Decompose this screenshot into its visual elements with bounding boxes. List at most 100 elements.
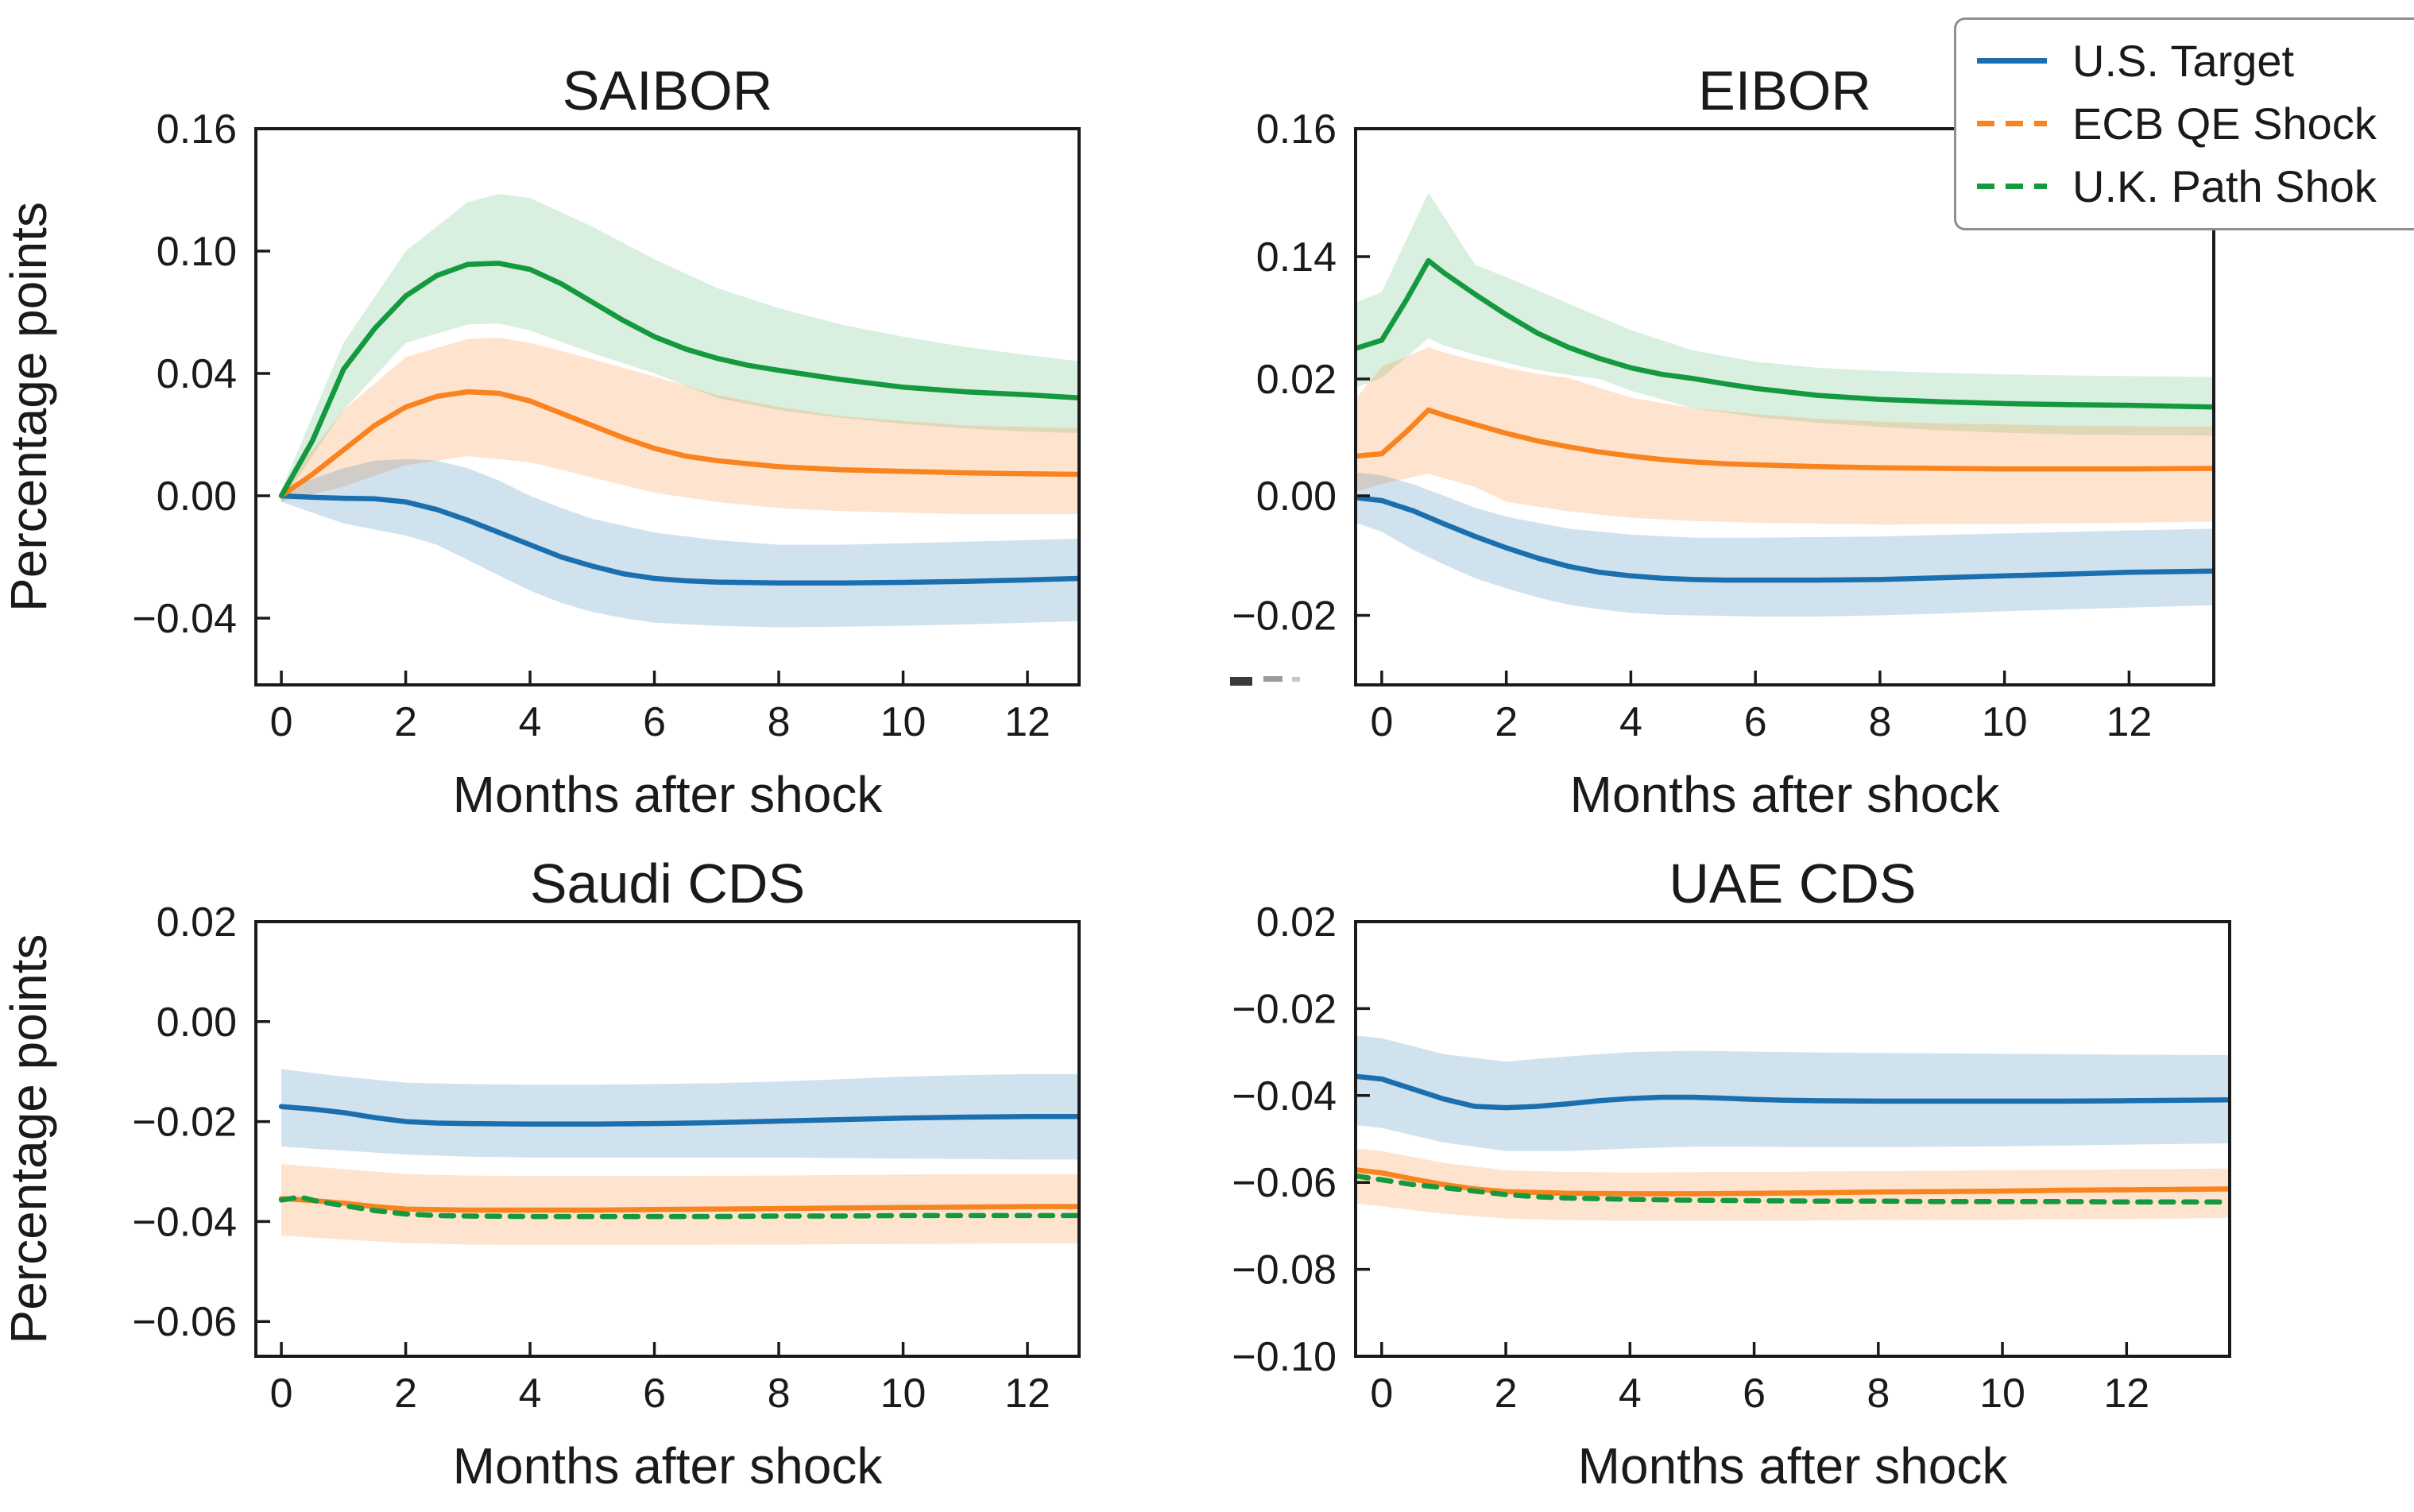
- uae-cds-y-tick-label: −0.04: [1232, 1073, 1337, 1119]
- eibor-axes-frame: [1354, 127, 2215, 686]
- eibor-y-tick-label: −0.02: [1232, 594, 1337, 640]
- saibor-plot-area: [278, 194, 1079, 628]
- eibor-y-tick-label: 0.02: [1256, 357, 1337, 403]
- panel-uae-cds: 0 2 4 6 8 10 12 0.02 −0.02 −0.04 −0.06 −0.08 −0.10 UA…: [1232, 853, 2231, 1495]
- saibor-x-tick-label: 10: [880, 699, 927, 745]
- uae-cds-y-tick-label: −0.10: [1232, 1334, 1337, 1380]
- eibor-line-uk_path: [1356, 257, 2214, 410]
- saibor-x-tick-label: 0: [270, 699, 293, 745]
- saudi-cds-y-tick-label: 0.00: [157, 1000, 237, 1046]
- saibor-x-tick-label: 4: [519, 699, 542, 745]
- saudi-cds-xlabel: Months after shock: [453, 1437, 884, 1495]
- panel-saudi-cds: 0 2 4 6 8 10 12 0.02 0.00 −0.02 −0.04 −0.06 Saudi CD…: [0, 853, 1081, 1495]
- uae-cds-x-tick-label: 8: [1867, 1371, 1890, 1417]
- saibor-title: SAIBOR: [563, 60, 773, 122]
- saibor-x-tick-label: 6: [643, 699, 666, 745]
- saudi-cds-axes-frame: [254, 920, 1081, 1358]
- saudi-cds-line-uk_path: [278, 1194, 1079, 1220]
- uae-cds-x-tick-label: 4: [1619, 1371, 1642, 1417]
- saudi-cds-x-tick-label: 6: [643, 1371, 666, 1417]
- saudi-cds-x-tick-label: 12: [1004, 1371, 1050, 1417]
- eibor-x-tick-label: 12: [2106, 699, 2152, 745]
- uae-cds-line-uk_path: [1356, 1173, 2230, 1205]
- legend-item-uk-path-shok: U.K. Path Shok: [1977, 155, 2414, 218]
- uae-cds-x-tick-label: 6: [1743, 1371, 1766, 1417]
- eibor-title: EIBOR: [1698, 60, 1871, 122]
- saudi-cds-ylabel: Percentage points: [0, 934, 57, 1344]
- saudi-cds-x-tick-label: 4: [519, 1371, 542, 1417]
- saibor-y-tick-label: 0.10: [157, 229, 237, 275]
- saudi-cds-line-ecb_qe: [278, 1196, 1079, 1213]
- eibor-y-tick-label: 0.00: [1256, 474, 1337, 520]
- uae-cds-xlabel: Months after shock: [1578, 1437, 2009, 1495]
- eibor-x-tick-label: 0: [1370, 699, 1393, 745]
- saibor-line-ecb_qe: [278, 389, 1079, 499]
- uae-cds-band-band_us: [1356, 1035, 2230, 1151]
- eibor-x-tick-label: 8: [1868, 699, 1891, 745]
- saibor-y-tick-label: −0.04: [132, 596, 237, 642]
- eibor-band-band_us: [1356, 472, 2214, 617]
- saudi-cds-y-tick-label: −0.02: [132, 1100, 237, 1146]
- eibor-xlabel: Months after shock: [1570, 766, 2001, 823]
- saibor-y-tick-label: 0.00: [157, 474, 237, 520]
- ecb-qe-shock-line-swatch: [1977, 121, 2047, 126]
- saibor-y-tick-label: 0.04: [157, 351, 237, 397]
- legend: U.S. Target ECB QE Shock U.K. Path Shok: [1954, 17, 2414, 230]
- saudi-cds-y-tick-label: −0.04: [132, 1199, 237, 1245]
- saudi-cds-x-tick-label: 8: [768, 1371, 791, 1417]
- saibor-y-tick-label: 0.16: [157, 106, 237, 153]
- saudi-cds-x-tick-label: 2: [394, 1371, 417, 1417]
- legend-label-uk-path-shok: U.K. Path Shok: [2072, 160, 2377, 211]
- uae-cds-line-us_target: [1356, 1073, 2230, 1111]
- uae-cds-plot-area: [1356, 1035, 2230, 1221]
- eibor-x-tick-label: 4: [1619, 699, 1642, 745]
- eibor-band-band_uk: [1356, 192, 2214, 436]
- eibor-plot-area: [1356, 192, 2214, 617]
- eibor-y-tick-label: 0.14: [1256, 234, 1337, 280]
- us-target-line-swatch: [1977, 58, 2047, 64]
- saibor-line-uk_path: [278, 261, 1079, 499]
- saibor-x-tick-label: 8: [768, 699, 791, 745]
- uae-cds-band-band_ecb: [1356, 1148, 2230, 1221]
- saudi-cds-x-tick-label: 0: [270, 1371, 293, 1417]
- saudi-cds-line-us_target: [278, 1104, 1079, 1127]
- uae-cds-x-tick-label: 12: [2103, 1371, 2149, 1417]
- saibor-line-us_target: [278, 493, 1079, 586]
- uae-cds-x-tick-label: 0: [1370, 1371, 1393, 1417]
- saudi-cds-y-tick-label: 0.02: [157, 899, 237, 945]
- saudi-cds-plot-area: [278, 1069, 1079, 1245]
- eibor-y-tick-label: 0.16: [1256, 106, 1337, 153]
- uae-cds-y-tick-label: −0.08: [1232, 1247, 1337, 1294]
- uae-cds-y-tick-label: 0.02: [1256, 899, 1337, 945]
- legend-label-ecb-qe-shock: ECB QE Shock: [2072, 98, 2377, 149]
- eibor-band-band_ecb: [1356, 347, 2214, 525]
- uae-cds-axes-frame: [1354, 920, 2231, 1358]
- saibor-x-tick-label: 2: [394, 699, 417, 745]
- saudi-cds-band-band_us: [281, 1069, 1079, 1160]
- uae-cds-x-tick-label: 10: [1979, 1371, 2025, 1417]
- eibor-line-us_target: [1356, 495, 2214, 583]
- uk-path-shok-line-swatch: [1977, 184, 2047, 189]
- panel-saibor: 0 2 4 6 8 10 12 0.16 0.10 0.04 0.00 −0.04 SAIBOR Mont…: [0, 60, 1081, 823]
- saudi-cds-band-band_ecb: [281, 1164, 1079, 1245]
- uae-cds-y-tick-label: −0.06: [1232, 1160, 1337, 1206]
- saudi-cds-y-tick-label: −0.06: [132, 1299, 237, 1345]
- saibor-axes-frame: [254, 127, 1081, 686]
- eibor-line-ecb_qe: [1356, 407, 2214, 472]
- uae-cds-x-tick-label: 2: [1495, 1371, 1518, 1417]
- uae-cds-y-tick-label: −0.02: [1232, 986, 1337, 1032]
- uae-cds-line-ecb_qe: [1356, 1167, 2230, 1197]
- saibor-xlabel: Months after shock: [453, 766, 884, 823]
- eibor-x-tick-label: 2: [1495, 699, 1518, 745]
- legend-label-us-target: U.S. Target: [2072, 35, 2295, 86]
- eibor-stray-axis-mark: [1230, 676, 1300, 686]
- panel-eibor: 0 2 4 6 8 10 12 0.16 0.14 0.02 0.00 −0.02 EIBOR Month…: [1230, 60, 2215, 823]
- saudi-cds-x-tick-label: 10: [880, 1371, 927, 1417]
- saibor-ylabel: Percentage points: [0, 202, 57, 612]
- uae-cds-title: UAE CDS: [1669, 853, 1916, 915]
- legend-item-ecb-qe-shock: ECB QE Shock: [1977, 92, 2414, 155]
- saibor-x-tick-label: 12: [1004, 699, 1050, 745]
- eibor-x-tick-label: 10: [1982, 699, 2028, 745]
